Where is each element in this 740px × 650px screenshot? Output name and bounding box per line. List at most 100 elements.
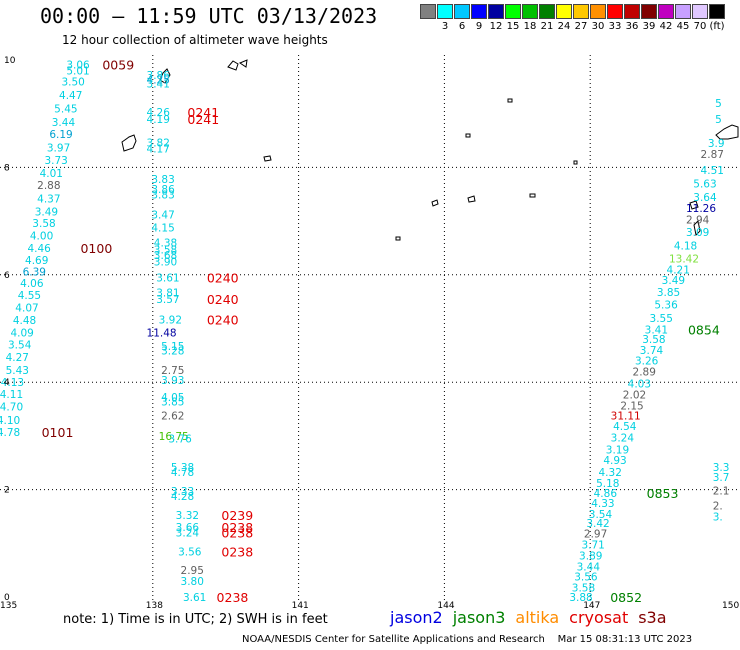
satellite-cryosat: cryosat	[569, 608, 629, 627]
wave-height-value: 3.85	[657, 287, 680, 299]
wave-height-value: 3.97	[47, 143, 70, 155]
scale-swatch	[522, 4, 538, 19]
scale-swatch	[471, 4, 487, 19]
wave-height-value: 2.02	[623, 390, 646, 402]
scale-label: 45	[676, 21, 690, 32]
wave-height-value: 3.89	[579, 551, 602, 563]
wave-height-value: 3.90	[154, 256, 177, 268]
wave-height-value: 3.50	[61, 76, 84, 88]
wave-height-value: 5.45	[54, 103, 77, 115]
wave-height-value: 4.15	[151, 223, 174, 235]
wave-height-value: 4.26	[147, 107, 171, 119]
latitude-label: 0	[4, 593, 10, 603]
wave-height-value: 2.88	[37, 180, 60, 192]
wave-height-value: 3.42	[586, 518, 609, 530]
satellite-altika: altika	[515, 608, 560, 627]
pass-time-label: 0238	[221, 526, 253, 541]
pass-time-label: 0100	[80, 241, 112, 256]
wave-height-value: 4.46	[27, 243, 51, 255]
wave-height-value: 5.01	[66, 66, 89, 78]
wave-height-value: 3.09	[686, 227, 709, 239]
wave-height-value: 3.58	[642, 334, 665, 346]
scale-swatch	[641, 4, 657, 19]
wave-height-value: 4.17	[147, 144, 170, 156]
wave-height-value: 2.95	[181, 565, 204, 577]
scale-label: 3	[441, 21, 449, 32]
scale-swatch	[675, 4, 691, 19]
pass-time-label: 0241	[187, 105, 219, 120]
scale-swatch	[420, 4, 436, 19]
wave-height-value: 4.54	[613, 421, 637, 433]
wave-height-value: 3.	[713, 511, 723, 523]
wave-height-value: 4.32	[599, 467, 622, 479]
wave-height-value: 4.09	[10, 327, 33, 339]
wave-height-value: 3.61	[183, 592, 206, 604]
wave-height-value: 4.28	[171, 491, 194, 503]
wave-height-value: 3.88	[569, 592, 592, 604]
wave-height-value: 4.27	[6, 352, 29, 364]
wave-height-value: 3.19	[606, 444, 629, 456]
altimeter-map: 3.065.013.504.475.453.446.193.973.734.01…	[0, 55, 740, 611]
grid-lines	[0, 55, 740, 603]
scale-label: 15	[506, 21, 520, 32]
scale-label: 30	[591, 21, 605, 32]
wave-height-value: 3.41	[645, 325, 668, 337]
wave-height-value: 3.93	[161, 375, 184, 387]
pass-time-label: 0238	[221, 544, 253, 559]
wave-height-value: 3.56	[574, 572, 598, 584]
wave-height-value: 4.70	[0, 401, 23, 413]
coastlines	[121, 59, 739, 241]
pikelot-island	[573, 160, 578, 165]
wave-height-value: 4.25	[147, 74, 170, 86]
scale-swatch	[658, 4, 674, 19]
wave-height-value: 4.93	[603, 455, 626, 467]
wave-height-value: 3.7	[713, 472, 730, 484]
pass-time-label: 0240	[207, 292, 239, 307]
scale-swatch	[709, 4, 725, 19]
latitude-label: 4	[4, 378, 10, 388]
scale-label: 36	[625, 21, 639, 32]
wave-height-value: 4.01	[40, 168, 63, 180]
wave-height-value: 4.37	[37, 194, 60, 206]
wave-height-value: 5	[715, 114, 722, 126]
wave-height-value: 3.81	[156, 288, 179, 300]
wave-height-value: 2.62	[161, 410, 184, 422]
wave-height-value: 4.11	[0, 389, 23, 401]
wave-height-value: 13.42	[669, 254, 699, 266]
wave-height-value: 3.06	[66, 59, 90, 71]
wave-height-value: 4.86	[594, 488, 618, 500]
wave-height-value: 2.87	[701, 149, 724, 161]
wave-height-value: 3.58	[572, 582, 595, 594]
wave-height-value: 3.3	[713, 462, 730, 474]
wave-height-value: 3.55	[650, 313, 673, 325]
wave-height-value: 4.78	[0, 427, 20, 439]
wave-height-value: 3.74	[640, 345, 664, 357]
pass-time-label: 0238	[221, 520, 253, 535]
wave-height-value: 6.39	[23, 267, 46, 279]
wave-height-value: 3.49	[662, 275, 685, 287]
wave-height-value: 3.9	[708, 138, 725, 150]
longitude-label: 138	[146, 601, 163, 611]
scale-label: 33	[608, 21, 622, 32]
satellite-legend: jason2 jason3 altika cryosat s3a	[390, 608, 677, 627]
wave-height-value: 4.78	[171, 467, 194, 479]
scale-label: (ft)	[709, 21, 725, 32]
scale-swatch	[539, 4, 555, 19]
yap-island	[159, 68, 171, 84]
palau-island	[121, 134, 137, 152]
wave-height-value: 5.38	[171, 462, 194, 474]
scale-label: 24	[557, 21, 571, 32]
scale-label: 6	[458, 21, 466, 32]
pass-times: 0059024102410100024002400240010102390238…	[42, 57, 720, 605]
wave-height-value: 4.55	[18, 290, 41, 302]
wave-height-value: 5	[715, 98, 722, 110]
wave-height-readings: 3.065.013.504.475.453.446.193.973.734.01…	[0, 59, 729, 604]
pass-time-label: 0240	[207, 270, 239, 285]
wave-height-value: 3.54	[589, 509, 613, 521]
wave-height-value: 3.58	[32, 218, 55, 230]
scale-swatch	[607, 4, 623, 19]
ifalik-atoll	[467, 195, 476, 203]
wave-height-value: 4.13	[1, 377, 24, 389]
wave-height-value: 3.26	[635, 356, 659, 368]
scale-label: 21	[540, 21, 554, 32]
